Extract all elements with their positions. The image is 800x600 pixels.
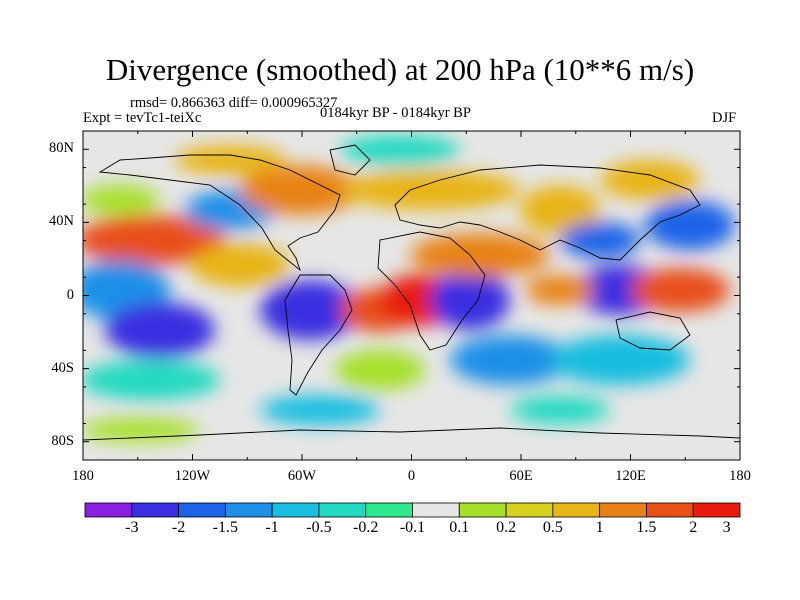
x-tick-label-120e: 120E (615, 468, 646, 484)
field-blob (525, 275, 595, 305)
coastline-africa (377, 231, 486, 351)
x-tick-label-120w: 120W (174, 468, 211, 484)
colorbar-swatch (318, 502, 367, 518)
colorbar-swatch (271, 502, 320, 518)
x-tick-label-180w: 180 (72, 468, 94, 484)
x-tick-label-0: 0 (407, 468, 416, 484)
field-blob (260, 280, 360, 340)
field-blob (83, 360, 220, 400)
colorbar-swatch (505, 502, 554, 518)
axis-ticks (82, 130, 741, 461)
colorbar-swatch (552, 502, 601, 518)
field-blob (430, 270, 510, 330)
coastline-greenland (329, 144, 371, 176)
field-blob (550, 335, 690, 385)
x-tick-label-60e: 60E (509, 468, 533, 484)
field-blob (560, 222, 640, 258)
coastline-antarctica (83, 427, 740, 441)
x-tick-label-60w: 60W (287, 468, 317, 484)
field-blob (645, 200, 735, 250)
colorbar-swatch (458, 502, 507, 518)
coastlines (83, 144, 740, 441)
colorbar-label: -2 (171, 519, 186, 536)
field-blob (510, 396, 610, 424)
stats-text: rmsd= 0.866363 diff= 0.000965327 (130, 95, 338, 111)
field-blob (520, 185, 600, 235)
field-blob (600, 160, 700, 200)
field-blob (410, 233, 550, 277)
coastline-eurasia (394, 164, 701, 261)
field-blob (450, 335, 570, 385)
y-tick-label-40s: 40S (51, 359, 74, 376)
field-blob (105, 302, 215, 358)
field-blob (240, 165, 360, 215)
colorbar-label: -0.5 (306, 519, 332, 536)
colorbar-swatch (178, 502, 226, 518)
colorbar-swatch (692, 502, 741, 518)
colorbar-swatch (365, 502, 413, 518)
chart-title: Divergence (smoothed) at 200 hPa (10**6 … (105, 52, 695, 87)
colorbar-swatch (412, 502, 460, 518)
field-blob (83, 185, 160, 215)
colorbar-swatch (131, 502, 179, 518)
season-label: DJF (712, 110, 737, 126)
y-tick-label-0: 0 (66, 286, 74, 303)
colorbar-swatch (224, 502, 273, 518)
colorbar-swatch (646, 502, 694, 518)
colorbar-label: -3 (125, 519, 139, 536)
colorbar-swatch (84, 502, 133, 518)
colorbar (84, 502, 741, 518)
field-blob (630, 268, 730, 312)
period-label: 0184kyr BP - 0184kyr BP (320, 105, 471, 121)
colorbar-label: 0.5 (542, 519, 563, 536)
y-tick-label-80n: 80N (49, 140, 74, 157)
colorbar-label: 3 (722, 519, 731, 536)
field-blob (175, 145, 285, 175)
field-blob (190, 243, 290, 287)
divergence-field (83, 135, 735, 442)
experiment-label: Expt = tevTc1-teiXc (83, 110, 202, 126)
field-blob (83, 418, 200, 442)
coastline-north-america (98, 154, 341, 272)
colorbar-label: -1.5 (212, 519, 238, 536)
colorbar-label: -0.2 (353, 519, 379, 536)
coastline-south-america (284, 274, 353, 396)
colorbar-label: 1 (595, 519, 604, 536)
field-blob (260, 395, 380, 425)
colorbar-label: -1 (265, 519, 279, 536)
field-blob (340, 170, 520, 210)
coastline-australia (615, 311, 691, 351)
colorbar-label: 0.2 (496, 519, 517, 536)
field-blob (335, 350, 425, 390)
colorbar-label: -0.1 (399, 519, 426, 536)
colorbar-label: 1.5 (636, 519, 657, 536)
colorbar-swatch (599, 502, 647, 518)
y-tick-label-40n: 40N (49, 213, 74, 230)
colorbar-label: 0.1 (449, 519, 470, 536)
field-blob (83, 215, 225, 265)
colorbar-label: 2 (689, 519, 698, 536)
y-tick-label-80s: 80S (51, 432, 74, 449)
field-blob (340, 135, 460, 165)
x-tick-label-180e: 180 (729, 468, 751, 484)
